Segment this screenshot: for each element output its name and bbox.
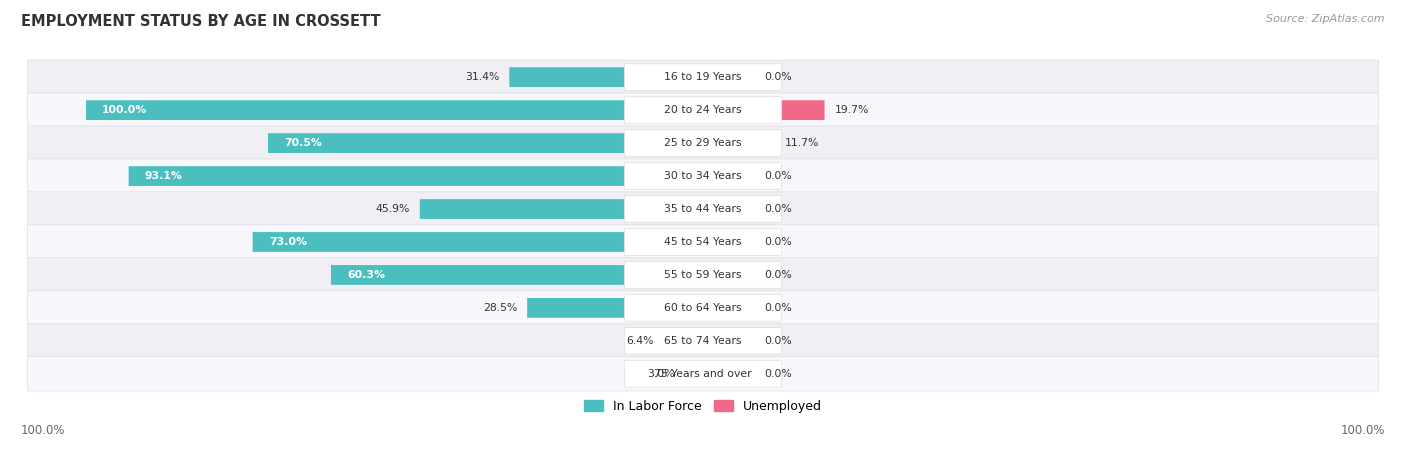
FancyBboxPatch shape xyxy=(703,331,755,351)
FancyBboxPatch shape xyxy=(703,265,755,285)
Text: 3.0%: 3.0% xyxy=(647,369,675,379)
FancyBboxPatch shape xyxy=(253,232,703,252)
Text: 30 to 34 Years: 30 to 34 Years xyxy=(664,171,742,181)
FancyBboxPatch shape xyxy=(703,67,755,87)
FancyBboxPatch shape xyxy=(624,360,782,387)
FancyBboxPatch shape xyxy=(624,196,782,222)
FancyBboxPatch shape xyxy=(703,364,755,384)
FancyBboxPatch shape xyxy=(703,133,775,153)
FancyBboxPatch shape xyxy=(28,60,1378,94)
Text: 20 to 24 Years: 20 to 24 Years xyxy=(664,105,742,115)
FancyBboxPatch shape xyxy=(703,199,755,219)
FancyBboxPatch shape xyxy=(703,232,755,252)
Text: 19.7%: 19.7% xyxy=(834,105,869,115)
FancyBboxPatch shape xyxy=(509,67,703,87)
FancyBboxPatch shape xyxy=(624,130,782,156)
FancyBboxPatch shape xyxy=(624,163,782,189)
Text: 11.7%: 11.7% xyxy=(785,138,820,148)
Text: 60.3%: 60.3% xyxy=(347,270,385,280)
Text: 65 to 74 Years: 65 to 74 Years xyxy=(664,336,742,346)
Text: 31.4%: 31.4% xyxy=(465,72,499,82)
FancyBboxPatch shape xyxy=(28,225,1378,259)
Text: 0.0%: 0.0% xyxy=(765,237,793,247)
Text: 0.0%: 0.0% xyxy=(765,72,793,82)
Text: 60 to 64 Years: 60 to 64 Years xyxy=(664,303,742,313)
FancyBboxPatch shape xyxy=(624,327,782,354)
Legend: In Labor Force, Unemployed: In Labor Force, Unemployed xyxy=(579,395,827,418)
Text: 70.5%: 70.5% xyxy=(284,138,322,148)
FancyBboxPatch shape xyxy=(28,93,1378,127)
Text: 0.0%: 0.0% xyxy=(765,204,793,214)
FancyBboxPatch shape xyxy=(624,295,782,321)
Text: 6.4%: 6.4% xyxy=(626,336,654,346)
FancyBboxPatch shape xyxy=(624,64,782,91)
FancyBboxPatch shape xyxy=(28,291,1378,325)
FancyBboxPatch shape xyxy=(128,166,703,186)
Text: Source: ZipAtlas.com: Source: ZipAtlas.com xyxy=(1267,14,1385,23)
FancyBboxPatch shape xyxy=(703,166,755,186)
FancyBboxPatch shape xyxy=(685,364,703,384)
Text: 100.0%: 100.0% xyxy=(1340,424,1385,437)
FancyBboxPatch shape xyxy=(28,159,1378,193)
Text: 0.0%: 0.0% xyxy=(765,336,793,346)
Text: 100.0%: 100.0% xyxy=(103,105,148,115)
FancyBboxPatch shape xyxy=(269,133,703,153)
FancyBboxPatch shape xyxy=(703,100,824,120)
FancyBboxPatch shape xyxy=(624,229,782,255)
Text: 45.9%: 45.9% xyxy=(375,204,411,214)
FancyBboxPatch shape xyxy=(703,298,755,318)
Text: 0.0%: 0.0% xyxy=(765,303,793,313)
FancyBboxPatch shape xyxy=(28,192,1378,226)
FancyBboxPatch shape xyxy=(664,331,703,351)
Text: 16 to 19 Years: 16 to 19 Years xyxy=(664,72,742,82)
Text: 100.0%: 100.0% xyxy=(21,424,66,437)
Text: 73.0%: 73.0% xyxy=(269,237,307,247)
FancyBboxPatch shape xyxy=(28,324,1378,358)
FancyBboxPatch shape xyxy=(624,97,782,124)
FancyBboxPatch shape xyxy=(28,357,1378,391)
FancyBboxPatch shape xyxy=(28,258,1378,292)
Text: 75 Years and over: 75 Years and over xyxy=(654,369,752,379)
Text: 0.0%: 0.0% xyxy=(765,171,793,181)
Text: 0.0%: 0.0% xyxy=(765,369,793,379)
Text: 25 to 29 Years: 25 to 29 Years xyxy=(664,138,742,148)
FancyBboxPatch shape xyxy=(28,126,1378,160)
Text: 45 to 54 Years: 45 to 54 Years xyxy=(664,237,742,247)
FancyBboxPatch shape xyxy=(624,262,782,288)
FancyBboxPatch shape xyxy=(527,298,703,318)
Text: EMPLOYMENT STATUS BY AGE IN CROSSETT: EMPLOYMENT STATUS BY AGE IN CROSSETT xyxy=(21,14,381,28)
FancyBboxPatch shape xyxy=(330,265,703,285)
Text: 35 to 44 Years: 35 to 44 Years xyxy=(664,204,742,214)
FancyBboxPatch shape xyxy=(86,100,703,120)
Text: 93.1%: 93.1% xyxy=(145,171,183,181)
FancyBboxPatch shape xyxy=(420,199,703,219)
Text: 28.5%: 28.5% xyxy=(484,303,517,313)
Text: 55 to 59 Years: 55 to 59 Years xyxy=(664,270,742,280)
Text: 0.0%: 0.0% xyxy=(765,270,793,280)
